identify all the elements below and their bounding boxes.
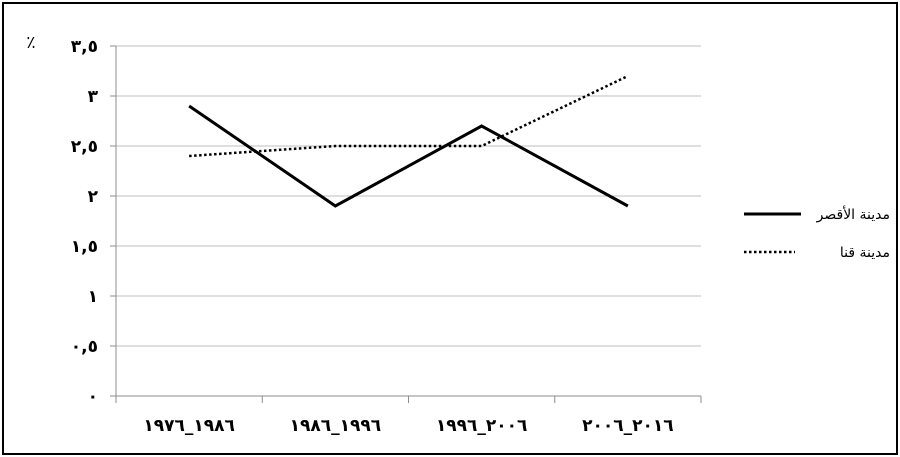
y-tick-label: ١,٥ xyxy=(71,237,98,257)
gridlines xyxy=(116,45,701,347)
legend-label-2: مدينة قنا xyxy=(840,245,890,261)
legend: مدينة الأقصر مدينة قنا xyxy=(744,205,890,261)
y-tick-label: ٢ xyxy=(88,187,99,207)
series-line-1 xyxy=(188,104,629,208)
y-tick-label: ٣ xyxy=(88,87,99,107)
y-tick-labels: ٠ ٠,٥ ١ ١,٥ ٢ ٢,٥ ٣ ٣,٥ xyxy=(71,37,99,407)
x-tick-labels: ١٩٨٦_١٩٧٦ ١٩٩٦_١٩٨٦ ٢٠٠٦_١٩٩٦ ٢٠١٦_٢٠٠٦ xyxy=(143,416,673,436)
x-tick-label: ٢٠٠٦_١٩٩٦ xyxy=(436,416,528,436)
y-axis-unit-label: ٪ xyxy=(26,33,35,53)
y-tick-label: ٠ xyxy=(88,387,98,407)
x-tick-label: ١٩٩٦_١٩٨٦ xyxy=(290,416,382,436)
y-tick-label: ١ xyxy=(88,287,98,307)
x-tick-label: ١٩٨٦_١٩٧٦ xyxy=(143,416,235,436)
y-tick-label: ٠,٥ xyxy=(71,337,98,357)
axes xyxy=(110,45,702,403)
y-tick-label: ٣,٥ xyxy=(71,37,98,57)
series-lines xyxy=(188,74,629,208)
legend-label-1: مدينة الأقصر xyxy=(816,205,890,223)
line-chart: ٠ ٠,٥ ١ ١,٥ ٢ ٢,٥ ٣ ٣,٥ ١٩٨٦_١٩٧٦ ١٩٩٦_١٩٨٦ ٢٠٠٦_… xyxy=(26,33,890,436)
x-tick-label: ٢٠١٦_٢٠٠٦ xyxy=(582,416,674,436)
y-tick-label: ٢,٥ xyxy=(71,137,98,157)
series-line-2 xyxy=(189,74,629,158)
